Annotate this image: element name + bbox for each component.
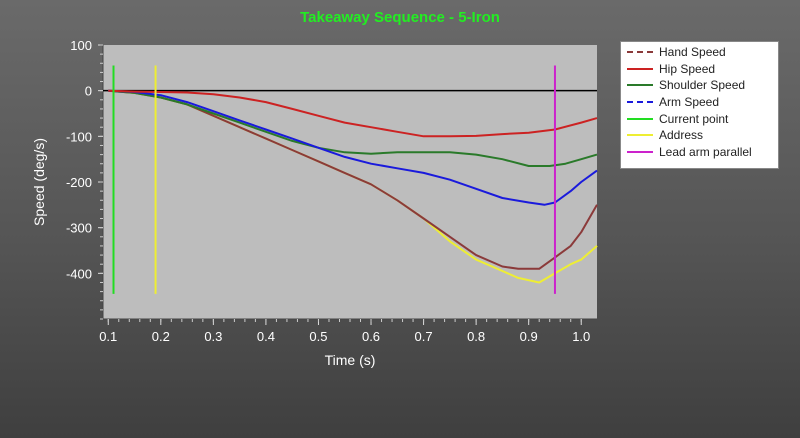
y-tick-label: -300 xyxy=(66,221,92,236)
x-axis-label: Time (s) xyxy=(325,352,376,368)
legend-label: Address xyxy=(659,128,704,143)
x-tick-label: 0.4 xyxy=(257,329,275,344)
x-tick-label: 0.7 xyxy=(415,329,433,344)
x-tick-label: 0.1 xyxy=(99,329,117,344)
axes-layer: 100 0 -100 -200 -300 -400 0.1 0.2 0.3 0.4 0.5 0.6 0.… xyxy=(66,38,597,344)
series-layer xyxy=(108,65,598,294)
legend-item-arm-speed: Arm Speed xyxy=(627,94,778,111)
y-tick-label: -200 xyxy=(66,175,92,190)
plot-area xyxy=(103,45,597,319)
chart-title: Takeaway Sequence - 5-Iron xyxy=(300,9,500,26)
series-line-arm-speed xyxy=(108,89,598,206)
legend: Hand Speed Hip Speed Shoulder Speed Arm Spe… xyxy=(620,41,779,169)
legend-label: Lead arm parallel xyxy=(659,144,752,159)
legend-swatch xyxy=(627,84,653,87)
y-axis-label: Speed (deg/s) xyxy=(31,138,47,226)
y-tick-label: -400 xyxy=(66,266,92,281)
x-tick-label: 0.9 xyxy=(520,329,538,344)
y-tick-label: 0 xyxy=(85,84,92,99)
legend-label: Arm Speed xyxy=(659,95,720,110)
legend-swatch xyxy=(627,134,653,137)
legend-item-current-point: Current point xyxy=(627,110,778,127)
legend-item-address: Address xyxy=(627,127,778,144)
legend-label: Hand Speed xyxy=(659,45,726,60)
legend-item-hand-speed: Hand Speed xyxy=(627,44,778,61)
y-tick-label: 100 xyxy=(70,38,92,53)
legend-item-lead-arm-parallel: Lead arm parallel xyxy=(627,144,778,161)
legend-swatch xyxy=(627,67,653,70)
legend-label: Hip Speed xyxy=(659,61,716,76)
legend-swatch xyxy=(627,150,653,153)
x-tick-label: 0.6 xyxy=(362,329,380,344)
x-tick-label: 0.3 xyxy=(204,329,222,344)
legend-label: Current point xyxy=(659,111,729,126)
x-tick-label: 0.8 xyxy=(467,329,485,344)
legend-swatch xyxy=(627,117,653,120)
x-tick-label: 0.5 xyxy=(309,329,327,344)
series-line-shoulder-speed xyxy=(108,89,598,167)
legend-label: Shoulder Speed xyxy=(659,78,746,93)
series-line-hand-speed xyxy=(108,89,598,270)
y-tick-label: -100 xyxy=(66,129,92,144)
series-line-hip-speed xyxy=(108,89,598,138)
legend-item-shoulder-speed: Shoulder Speed xyxy=(627,77,778,94)
x-tick-label: 1.0 xyxy=(572,329,590,344)
x-tick-label: 0.2 xyxy=(152,329,170,344)
legend-item-hip-speed: Hip Speed xyxy=(627,61,778,78)
legend-swatch xyxy=(627,101,653,104)
legend-swatch xyxy=(627,51,653,54)
